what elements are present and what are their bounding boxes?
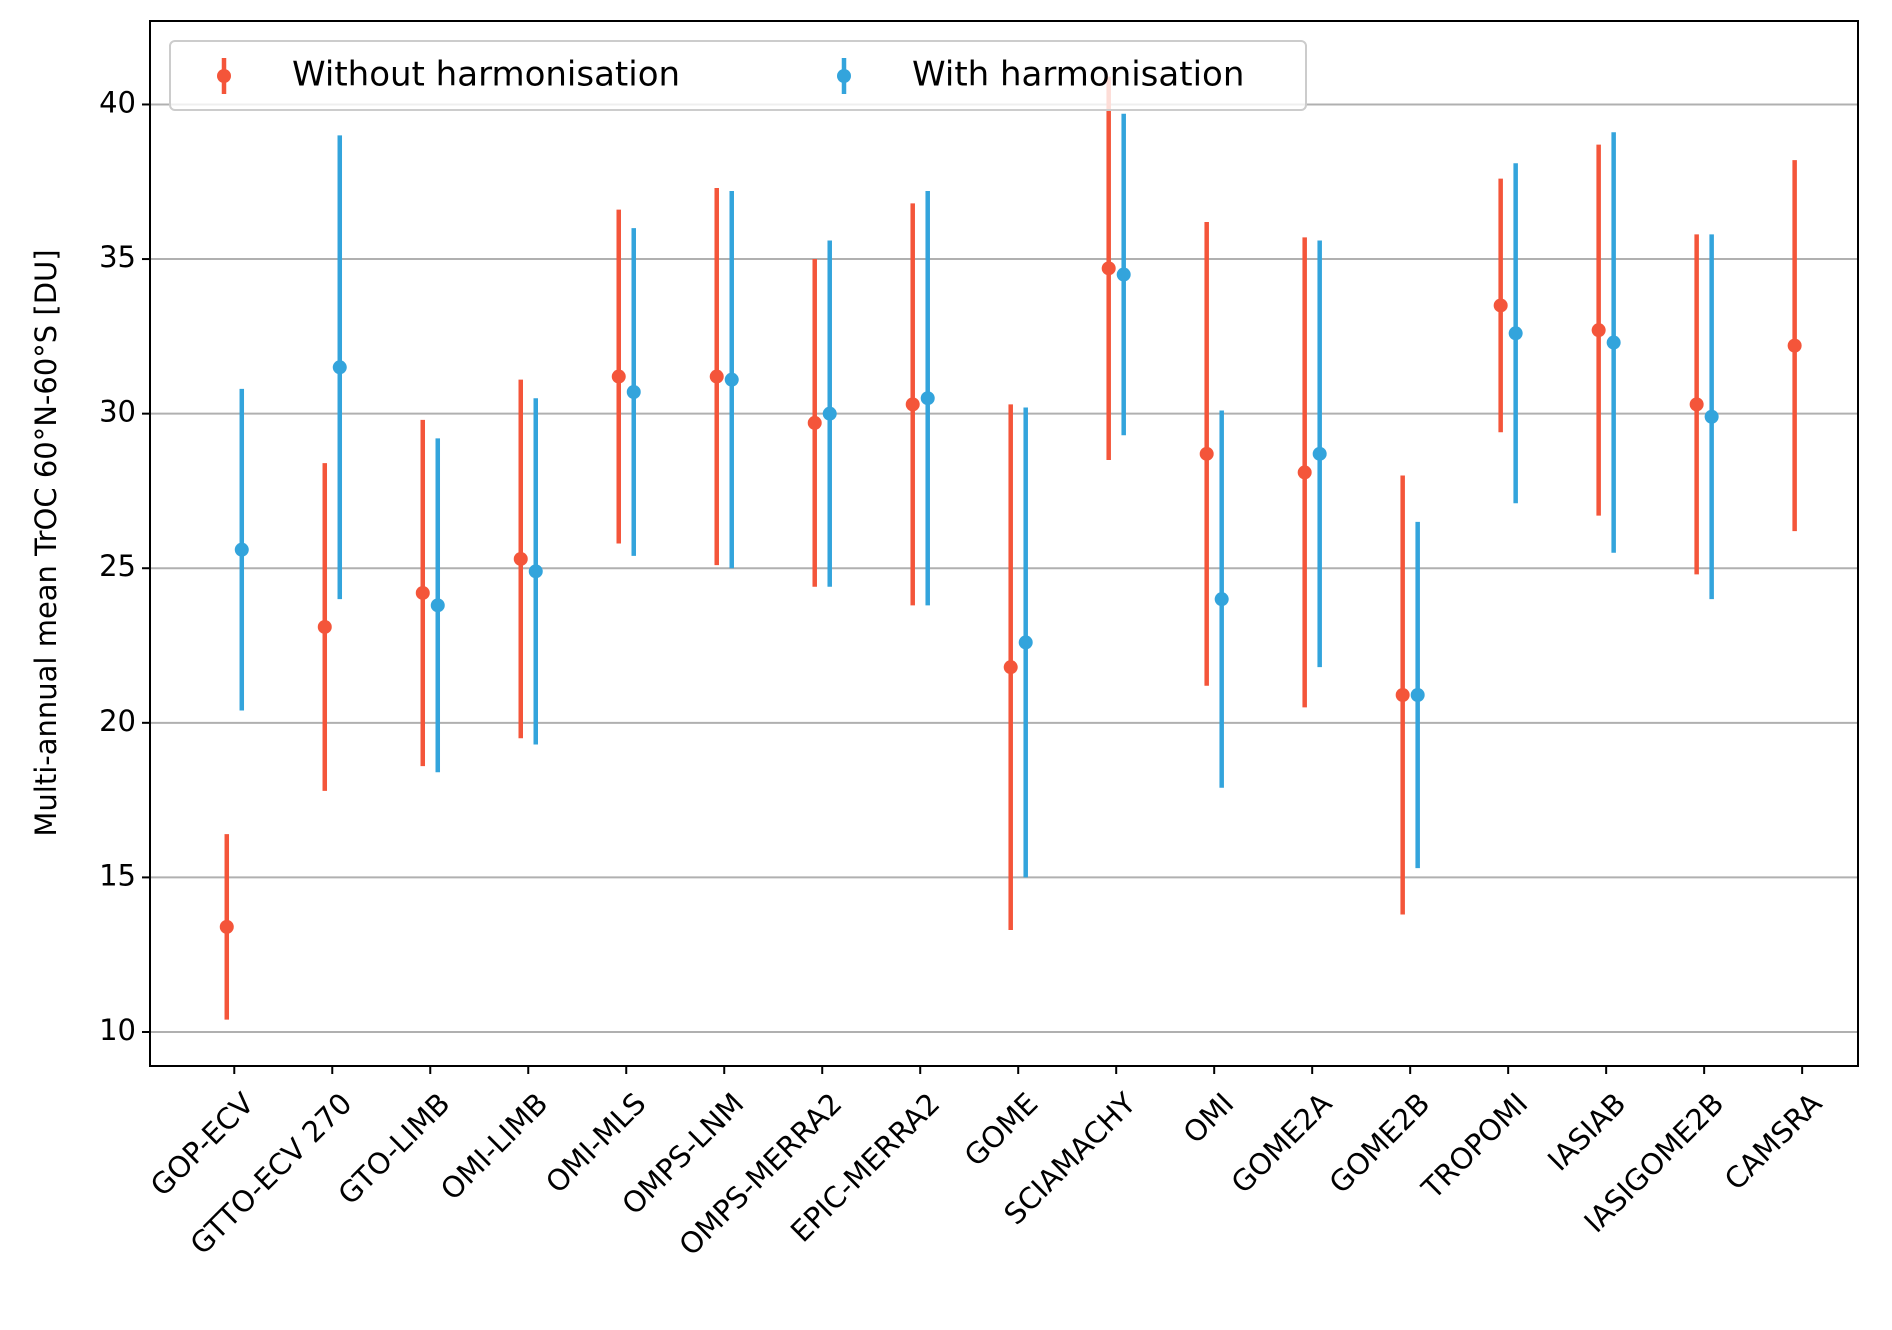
y-tick-label: 35 (99, 240, 136, 274)
y-tick-label: 10 (99, 1013, 136, 1047)
point (822, 406, 837, 421)
point (1312, 446, 1327, 461)
legend-label: With harmonisation (912, 55, 1244, 95)
point (513, 551, 528, 566)
point (1508, 326, 1523, 341)
point (1689, 397, 1704, 412)
x-tick-label: IASIAB (1541, 1086, 1632, 1177)
point (1410, 687, 1425, 702)
point (219, 919, 234, 934)
point (920, 391, 935, 406)
x-tick-label: GOME2A (1225, 1086, 1339, 1200)
point (1591, 323, 1606, 338)
point (1214, 592, 1229, 607)
plot-frame (149, 20, 1859, 1067)
point (626, 385, 641, 400)
point (415, 585, 430, 600)
point (1199, 446, 1214, 461)
x-tick-label: OMI (1176, 1086, 1240, 1150)
x-tick-label: GOME (958, 1086, 1045, 1173)
point (905, 397, 920, 412)
legend-marker (217, 69, 231, 83)
y-tick-label: 40 (99, 85, 136, 119)
legend-marker (837, 69, 851, 83)
point (611, 369, 626, 384)
y-axis-label: Multi-annual mean TrOC 60°N-60°S [DU] (29, 249, 63, 836)
y-tick-label: 15 (99, 858, 136, 892)
point (709, 369, 724, 384)
point (1297, 465, 1312, 480)
point (317, 619, 332, 634)
point (1101, 261, 1116, 276)
point (430, 598, 445, 613)
point (1704, 409, 1719, 424)
point (1787, 338, 1802, 353)
point (528, 564, 543, 579)
x-tick-label: CAMSRA (1718, 1086, 1829, 1197)
y-tick-label: 20 (99, 704, 136, 738)
y-tick-label: 30 (99, 395, 136, 429)
point (332, 360, 347, 375)
point (1493, 298, 1508, 313)
point (724, 372, 739, 387)
point (1606, 335, 1621, 350)
point (1116, 267, 1131, 282)
y-tick-label: 25 (99, 549, 136, 583)
point (234, 542, 249, 557)
point (1018, 635, 1033, 650)
x-tick-label: OMI-LIMB (434, 1086, 555, 1207)
legend: Without harmonisation With harmonisation (169, 40, 1307, 111)
point (807, 415, 822, 430)
legend-label: Without harmonisation (292, 55, 680, 95)
point (1003, 660, 1018, 675)
point (1395, 687, 1410, 702)
legend-box (169, 40, 1307, 111)
x-tick-label: TROPOMI (1414, 1086, 1534, 1206)
